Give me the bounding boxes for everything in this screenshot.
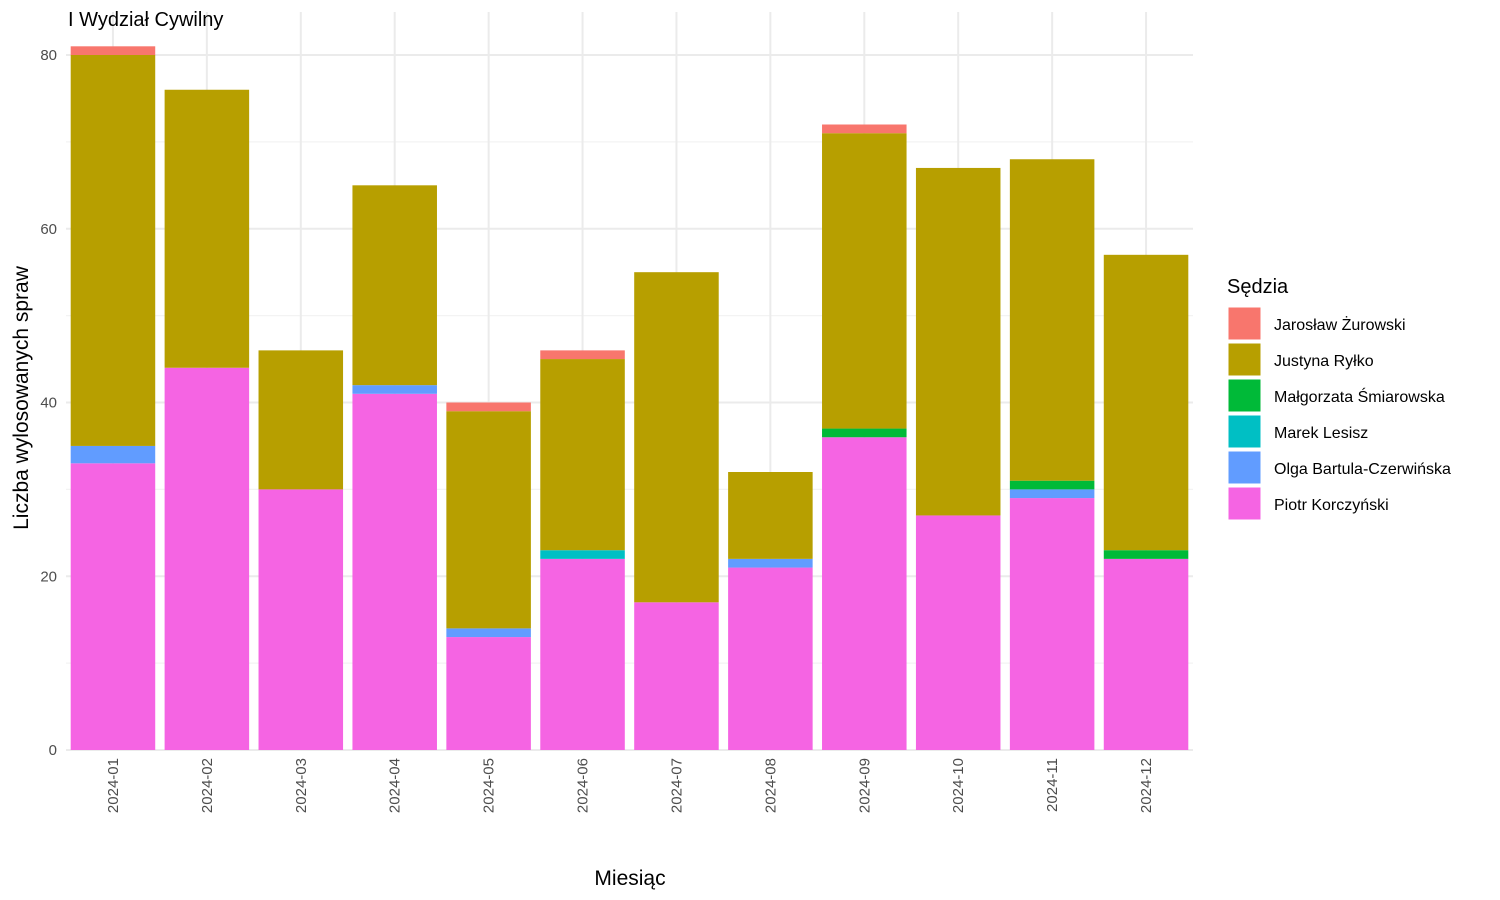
bar-segment <box>728 472 813 559</box>
bar-segment <box>446 637 531 750</box>
bar-segment <box>634 272 719 603</box>
bar-segment <box>258 489 344 750</box>
bars-layer <box>70 46 1189 750</box>
bar-segment <box>164 367 250 750</box>
bar-segment <box>1103 558 1189 750</box>
x-tick-label: 2024-02 <box>199 758 216 813</box>
legend-key <box>1227 378 1262 413</box>
legend-key <box>1227 306 1262 341</box>
bar-segment <box>728 567 813 750</box>
bar-segment <box>70 445 156 464</box>
legend-label: Olga Bartula-Czerwińska <box>1274 461 1451 478</box>
legend-title: Sędzia <box>1227 276 1289 298</box>
bar-segment <box>1009 489 1095 499</box>
bar-segment <box>1103 254 1189 551</box>
bar-segment <box>822 428 907 438</box>
legend-key <box>1227 414 1262 449</box>
bar-segment <box>352 385 437 394</box>
x-tick-label: 2024-07 <box>668 758 685 813</box>
bar-segment <box>446 411 531 629</box>
y-tick-label: 60 <box>40 221 57 238</box>
legend-items: Jarosław Żurowski Justyna Ryłko Małgorzata… <box>1227 306 1451 521</box>
bar-segment <box>540 350 625 360</box>
bar-segment <box>634 602 719 750</box>
x-tick-label: 2024-12 <box>1138 758 1155 813</box>
x-tick-label: 2024-06 <box>575 758 592 813</box>
bar-segment <box>1009 480 1095 490</box>
legend: Sędzia Jarosław Żurowski Justyna Ryłko Mał… <box>1227 276 1451 521</box>
y-axis-ticks: 0 20 40 60 80 <box>40 47 57 759</box>
y-tick-label: 20 <box>40 568 57 585</box>
minor-gridlines <box>66 141 1193 664</box>
legend-label: Małgorzata Śmiarowska <box>1274 387 1445 406</box>
x-tick-label: 2024-05 <box>481 758 498 813</box>
bar-segment <box>446 402 531 412</box>
bar-segment <box>915 167 1001 516</box>
bar-segment <box>164 89 250 368</box>
legend-key <box>1227 450 1262 485</box>
bar-segment <box>70 46 156 55</box>
legend-label: Justyna Ryłko <box>1274 353 1374 370</box>
bar-segment <box>70 55 156 446</box>
y-tick-label: 40 <box>40 395 57 412</box>
bar-segment <box>352 185 437 386</box>
bar-segment <box>728 558 813 568</box>
bar-segment <box>915 515 1001 750</box>
x-tick-label: 2024-01 <box>105 758 122 813</box>
bar-segment <box>822 133 907 429</box>
bar-segment <box>258 350 344 490</box>
y-axis-title: Liczba wylosowanych spraw <box>10 265 33 530</box>
chart-title: I Wydział Cywilny <box>68 9 223 31</box>
legend-label: Jarosław Żurowski <box>1274 315 1406 334</box>
legend-label: Marek Lesisz <box>1274 425 1368 442</box>
y-tick-label: 0 <box>49 742 57 759</box>
bar-segment <box>822 124 907 134</box>
legend-key <box>1227 486 1262 521</box>
legend-label: Piotr Korczyński <box>1274 497 1389 514</box>
bar-segment <box>1009 498 1095 750</box>
bar-segment <box>1009 159 1095 481</box>
x-axis-title: Miesiąc <box>594 867 665 890</box>
x-tick-label: 2024-10 <box>950 758 967 813</box>
x-tick-label: 2024-03 <box>293 758 310 813</box>
bar-segment <box>1103 550 1189 559</box>
y-tick-label: 80 <box>40 47 57 64</box>
x-tick-label: 2024-08 <box>762 758 779 813</box>
legend-key <box>1227 342 1262 377</box>
bar-segment <box>540 550 625 559</box>
bar-segment <box>822 437 907 750</box>
bar-segment <box>540 558 625 750</box>
x-tick-label: 2024-11 <box>1044 758 1061 812</box>
bar-segment <box>540 359 625 551</box>
x-tick-label: 2024-09 <box>856 758 873 813</box>
bar-segment <box>446 628 531 638</box>
x-axis-ticks: 2024-01 2024-02 2024-03 2024-04 2024-05 2024-… <box>105 758 1155 813</box>
bar-segment <box>352 393 437 750</box>
x-tick-label: 2024-04 <box>387 758 404 813</box>
bar-segment <box>70 463 156 750</box>
